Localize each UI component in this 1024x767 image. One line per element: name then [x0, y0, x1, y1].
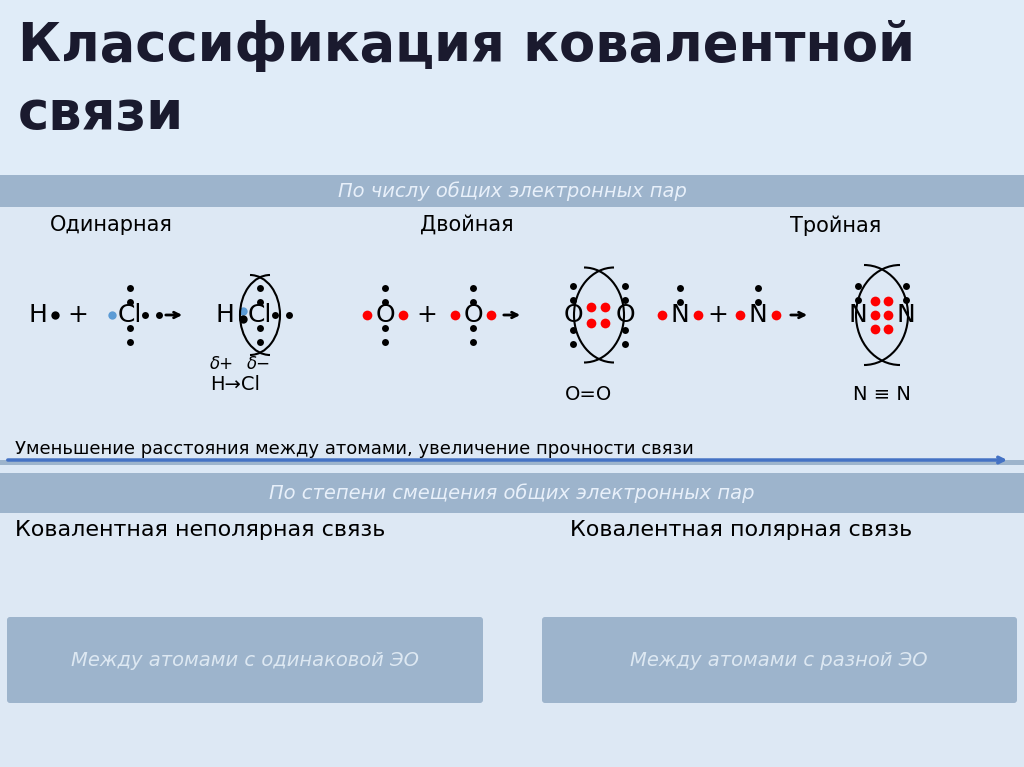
Text: По числу общих электронных пар: По числу общих электронных пар: [338, 181, 686, 201]
Bar: [0, 175, 1024, 207]
Text: H: H: [216, 303, 234, 327]
Bar: [0, 207, 1024, 460]
FancyBboxPatch shape: [7, 617, 483, 703]
Text: H→Cl: H→Cl: [210, 375, 260, 394]
Text: Классификация ковалентной: Классификация ковалентной: [18, 20, 915, 72]
Text: Ковалентная полярная связь: Ковалентная полярная связь: [570, 520, 912, 540]
Text: связи: связи: [18, 88, 184, 140]
Text: По степени смещения общих электронных пар: По степени смещения общих электронных па…: [269, 483, 755, 503]
Bar: [0, 473, 1024, 513]
Text: Уменьшение расстояния между атомами, увеличение прочности связи: Уменьшение расстояния между атомами, уве…: [15, 440, 693, 458]
Text: O: O: [463, 303, 482, 327]
Text: Cl: Cl: [118, 303, 142, 327]
Text: δ−: δ−: [247, 355, 271, 373]
Text: N: N: [897, 303, 915, 327]
Bar: [0, 460, 1024, 465]
Text: N ≡ N: N ≡ N: [853, 385, 911, 404]
Text: O: O: [615, 303, 635, 327]
Text: O: O: [563, 303, 583, 327]
Text: Между атомами с одинаковой ЭО: Между атомами с одинаковой ЭО: [71, 650, 419, 670]
Text: Cl: Cl: [248, 303, 272, 327]
Text: N: N: [849, 303, 867, 327]
Text: H: H: [29, 303, 47, 327]
Text: O: O: [375, 303, 395, 327]
Text: N: N: [671, 303, 689, 327]
Text: δ+: δ+: [210, 355, 234, 373]
Text: Одинарная: Одинарная: [50, 215, 173, 235]
Text: +: +: [417, 303, 437, 327]
Text: Ковалентная неполярная связь: Ковалентная неполярная связь: [15, 520, 385, 540]
Text: Двойная: Двойная: [420, 215, 514, 235]
FancyBboxPatch shape: [542, 617, 1017, 703]
Text: Между атомами с разной ЭО: Между атомами с разной ЭО: [630, 650, 928, 670]
Text: O=O: O=O: [565, 385, 612, 404]
Text: Тройная: Тройная: [790, 215, 882, 235]
Text: N: N: [749, 303, 767, 327]
Text: +: +: [68, 303, 88, 327]
Bar: [0, 0, 1024, 175]
Bar: [0, 513, 1024, 767]
Text: +: +: [708, 303, 728, 327]
